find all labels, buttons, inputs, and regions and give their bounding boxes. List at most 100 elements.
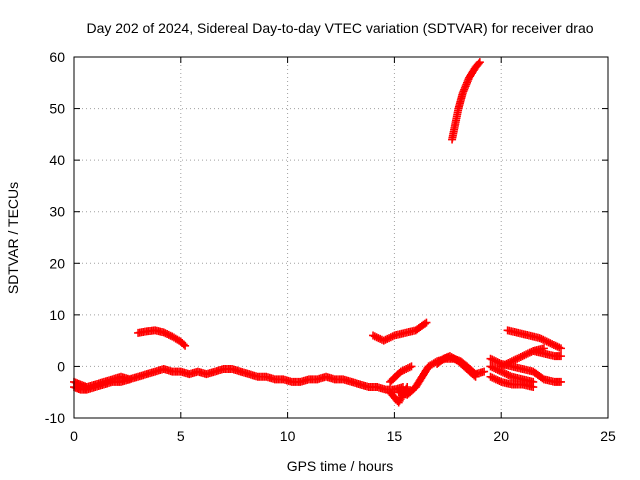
data-point-marker [488,355,497,364]
series-arc-13 [497,344,548,371]
data-point-marker [507,357,516,366]
data-point-marker [381,335,390,344]
data-point-marker [488,363,497,372]
data-point-marker [555,343,564,352]
axis-ticks: 0 5 10 15 20 25 -10 0 10 20 30 40 50 60 [45,49,616,444]
data-point-marker [486,362,495,371]
data-point-marker [500,369,509,378]
data-point-marker [557,344,566,353]
data-point-marker [495,377,504,386]
series-arc-4 [369,318,431,345]
y-tick-label: 0 [57,358,65,374]
data-point-marker [486,372,495,381]
data-point-marker [491,365,500,374]
data-point-marker [515,353,523,362]
data-point-marker [493,358,502,367]
data-point-marker [539,335,548,344]
y-tick-label: 30 [49,204,65,220]
series-arc-2 [70,375,134,394]
series-arc-15 [529,346,566,361]
data-point-marker [557,352,566,361]
data-point-marker [491,375,500,384]
data-point-marker [486,354,495,363]
data-point-marker [491,357,500,366]
data-point-marker [497,362,506,371]
data-point-marker [506,371,515,380]
data-point-marker [488,373,497,382]
data-point-marker [506,358,515,367]
data-point-marker [480,367,489,376]
data-point-marker [520,351,529,360]
data-point-marker [498,361,507,370]
data-point-marker [181,341,190,350]
data-point-marker [537,334,546,343]
data-point-marker [471,372,480,381]
y-tick-label: 20 [49,255,65,271]
y-axis-label: SDTVAR / TECUs [5,182,21,294]
data-point-marker [529,377,538,386]
data-point-marker [495,366,504,375]
series-arc-8 [433,352,480,381]
data-point-marker [475,58,484,67]
data-point-marker [125,375,134,384]
data-point-marker [474,59,483,68]
x-tick-label: 0 [70,428,78,444]
data-point-marker [385,334,394,343]
data-point-marker [386,333,395,342]
data-point-marker [403,383,412,392]
data-point-marker [498,368,507,377]
data-point-marker [516,352,525,361]
series-arc-6 [386,362,416,386]
data-point-marker [544,338,553,347]
data-point-marker [540,336,549,345]
data-point-marker [388,332,397,341]
data-point-marker [513,354,522,363]
data-point-marker [557,377,566,386]
data-point-marker [405,363,414,372]
data-point-marker [370,332,379,341]
data-point-marker [470,371,479,380]
data-point-marker [420,319,429,328]
data-point-marker [546,339,555,348]
x-tick-label: 5 [177,428,185,444]
data-point-marker [500,360,509,369]
data-point-marker [407,362,416,371]
data-point-marker [179,340,188,349]
data-point-marker [396,367,405,376]
data-point-marker [509,356,518,365]
data-point-marker [369,331,378,340]
x-tick-label: 20 [493,428,509,444]
chart-title: Day 202 of 2024, Sidereal Day-to-day VTE… [86,20,593,36]
series-arc-3 [134,326,190,350]
data-point-marker [504,371,513,380]
data-point-marker [551,341,560,350]
y-tick-label: -10 [45,410,65,426]
data-point-marker [518,352,527,361]
x-axis-label: GPS time / hours [287,458,394,474]
data-series [70,58,566,407]
series-arc-14 [503,326,566,353]
data-point-marker [402,365,411,374]
x-tick-label: 15 [387,428,403,444]
data-point-marker [383,334,392,343]
data-point-marker [374,334,383,343]
x-tick-label: 10 [280,428,296,444]
plot-frame [73,56,609,419]
grid-lines [74,57,608,418]
series-arc-11 [486,372,538,392]
data-point-marker [522,350,531,359]
y-tick-label: 10 [49,307,65,323]
data-point-marker [422,318,431,327]
data-point-marker [535,334,544,343]
data-point-marker [548,340,557,349]
series-arc-9 [448,58,484,144]
x-tick-label: 25 [600,428,616,444]
series-arc-12 [486,362,538,386]
y-tick-label: 40 [49,152,65,168]
data-point-marker [502,359,511,368]
y-tick-label: 60 [49,49,65,65]
data-point-marker [523,349,532,358]
data-point-marker [490,364,499,373]
data-point-marker [398,366,407,375]
